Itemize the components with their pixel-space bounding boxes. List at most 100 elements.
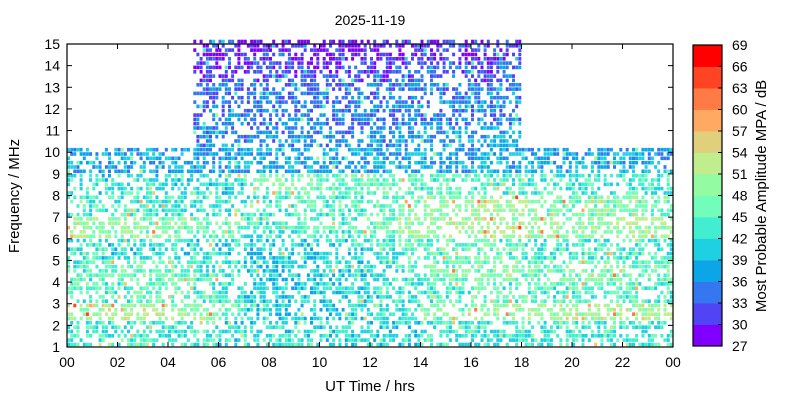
heatmap-cell (136, 299, 140, 303)
heatmap-cell (493, 108, 497, 113)
heatmap-cell (205, 273, 209, 277)
heatmap-cell (262, 225, 266, 230)
heatmap-cell (332, 308, 336, 312)
heatmap-cell (272, 52, 276, 57)
heatmap-cell (319, 321, 323, 325)
heatmap-cell (108, 290, 111, 295)
heatmap-cell (67, 312, 70, 316)
heatmap-cell (332, 173, 336, 178)
heatmap-cell (275, 100, 279, 104)
heatmap-cell (228, 152, 231, 156)
heatmap-cell (281, 95, 285, 100)
heatmap-cell (310, 204, 313, 208)
heatmap-cell (196, 269, 200, 273)
heatmap-cell (275, 338, 279, 342)
heatmap-cell (171, 156, 175, 161)
heatmap-cell (496, 212, 500, 217)
heatmap-cell (395, 290, 399, 295)
heatmap-cell (152, 282, 156, 286)
heatmap-cell (439, 316, 443, 321)
heatmap-cell (426, 290, 430, 295)
heatmap-cell (199, 269, 203, 273)
heatmap-cell (407, 243, 411, 247)
heatmap-cell (313, 238, 317, 243)
heatmap-cell (430, 290, 433, 295)
heatmap-cell (483, 312, 487, 316)
heatmap-cell (392, 152, 396, 156)
heatmap-cell (256, 251, 260, 256)
heatmap-cell (420, 342, 424, 347)
heatmap-cell (363, 303, 367, 308)
heatmap-cell (344, 204, 348, 208)
heatmap-cell (294, 299, 298, 303)
heatmap-cell (493, 126, 497, 130)
heatmap-cell (177, 273, 181, 277)
heatmap-cell (171, 225, 175, 230)
heatmap-cell (259, 139, 263, 143)
heatmap-cell (111, 178, 115, 182)
heatmap-cell (158, 299, 162, 303)
heatmap-cell (436, 251, 440, 256)
heatmap-cell (360, 208, 364, 213)
heatmap-cell (284, 329, 288, 334)
heatmap-cell (256, 65, 260, 70)
heatmap-cell (250, 117, 254, 122)
heatmap-cell (426, 277, 430, 282)
heatmap-cell (426, 195, 430, 200)
heatmap-cell (209, 87, 212, 91)
heatmap-cell (414, 342, 418, 347)
heatmap-cell (388, 152, 392, 156)
heatmap-cell (85, 152, 89, 156)
heatmap-cell (310, 108, 313, 113)
heatmap-cell (300, 338, 304, 342)
heatmap-cell (439, 247, 443, 251)
heatmap-cell (303, 334, 307, 338)
heatmap-cell (228, 191, 231, 195)
heatmap-cell (253, 134, 257, 139)
heatmap-cell (347, 104, 351, 109)
heatmap-cell (278, 308, 282, 312)
heatmap-cell (407, 130, 411, 135)
heatmap-cell (218, 39, 222, 44)
heatmap-cell (436, 113, 440, 117)
heatmap-cell (354, 303, 358, 308)
heatmap-cell (458, 325, 462, 329)
heatmap-cell (436, 295, 440, 299)
heatmap-cell (67, 286, 70, 290)
heatmap-cell (240, 100, 244, 104)
heatmap-cell (127, 273, 130, 277)
heatmap-cell (376, 290, 380, 295)
heatmap-cell (278, 208, 282, 213)
heatmap-cell (67, 264, 70, 269)
heatmap-cell (89, 204, 93, 208)
heatmap-cell (240, 234, 244, 239)
heatmap-cell (366, 264, 370, 269)
heatmap-cell (363, 234, 367, 239)
heatmap-cell (480, 334, 484, 338)
heatmap-cell (287, 234, 291, 239)
heatmap-cell (278, 191, 282, 195)
heatmap-cell (284, 160, 288, 165)
heatmap-cell (246, 100, 250, 104)
heatmap-cell (392, 178, 396, 182)
heatmap-cell (265, 277, 269, 282)
heatmap-cell (426, 308, 430, 312)
heatmap-cell (161, 273, 165, 277)
heatmap-cell (205, 74, 209, 78)
heatmap-cell (376, 74, 380, 78)
heatmap-cell (228, 338, 231, 342)
heatmap-cell (272, 238, 276, 243)
heatmap-cell (76, 342, 80, 347)
heatmap-cell (461, 108, 465, 113)
heatmap-cell (158, 273, 162, 277)
heatmap-cell (209, 152, 212, 156)
heatmap-cell (458, 260, 462, 264)
heatmap-cell (430, 83, 433, 87)
heatmap-cell (477, 61, 481, 65)
heatmap-cell (243, 178, 247, 182)
heatmap-cell (439, 212, 443, 217)
heatmap-cell (215, 178, 219, 182)
heatmap-cell (392, 286, 396, 290)
heatmap-cell (139, 290, 143, 295)
heatmap-cell (256, 316, 260, 321)
